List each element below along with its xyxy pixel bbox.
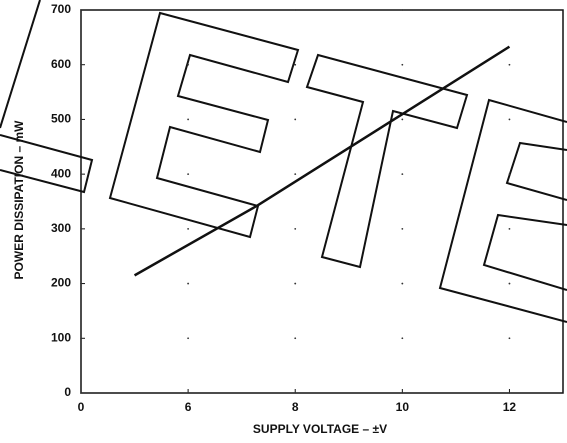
grid-dot: [187, 392, 189, 394]
grid-dot: [187, 337, 189, 339]
y-tick-label: 700: [51, 2, 71, 16]
watermark-letter: [110, 13, 298, 237]
grid-dot: [80, 64, 82, 66]
grid-dot: [80, 283, 82, 285]
grid-dot: [294, 228, 296, 230]
grid-dot: [187, 64, 189, 66]
chart: SUPPLY VOLTAGE – ±V POWER DISSIPATION – …: [0, 0, 567, 443]
x-tick-label: 0: [78, 400, 85, 414]
grid-dot: [401, 64, 403, 66]
y-tick-label: 200: [51, 276, 71, 290]
grid-dot: [294, 337, 296, 339]
x-axis-label: SUPPLY VOLTAGE – ±V: [253, 422, 387, 436]
watermark-letter: [440, 100, 567, 322]
grid-dot: [187, 173, 189, 175]
y-tick-label: 300: [51, 221, 71, 235]
grid-dot: [294, 9, 296, 11]
watermark-letter: [507, 143, 567, 200]
y-tick-label: 0: [64, 385, 71, 399]
y-tick-label: 100: [51, 330, 71, 344]
grid-dot: [187, 119, 189, 121]
grid-dot: [509, 228, 511, 230]
grid-dot: [80, 119, 82, 121]
grid-dot: [294, 283, 296, 285]
grid-dot: [401, 228, 403, 230]
grid-dot: [294, 392, 296, 394]
grid-dot: [80, 228, 82, 230]
y-tick-label: 600: [51, 57, 71, 71]
watermark-letter: [307, 55, 467, 267]
grid-dot: [80, 173, 82, 175]
watermark-letter: [484, 215, 567, 290]
grid-dot: [187, 9, 189, 11]
grid-dot: [294, 119, 296, 121]
plot-frame: [81, 10, 563, 393]
grid-dot: [401, 392, 403, 394]
x-tick-label: 10: [396, 400, 410, 414]
grid-dot: [401, 119, 403, 121]
grid-dot: [294, 64, 296, 66]
grid-dot: [187, 283, 189, 285]
grid-dot: [401, 337, 403, 339]
y-tick-label: 400: [51, 166, 71, 180]
grid-dot: [401, 283, 403, 285]
grid-dot: [80, 9, 82, 11]
watermark: [0, 0, 567, 322]
grid-dot: [80, 337, 82, 339]
grid-dot: [509, 119, 511, 121]
y-axis-label: POWER DISSIPATION – mW: [12, 120, 26, 280]
grid-dot: [80, 392, 82, 394]
grid-dot: [509, 337, 511, 339]
watermark-stroke: [0, 0, 40, 128]
x-tick-label: 12: [503, 400, 517, 414]
y-tick-label: 500: [51, 112, 71, 126]
x-tick-label: 8: [292, 400, 299, 414]
grid-dot: [401, 173, 403, 175]
x-tick-label: 6: [185, 400, 192, 414]
grid-dot: [187, 228, 189, 230]
grid-dot: [509, 173, 511, 175]
grid-dot: [509, 9, 511, 11]
grid-dot: [509, 283, 511, 285]
grid-dot: [294, 173, 296, 175]
grid-dot: [509, 64, 511, 66]
grid-dot: [401, 9, 403, 11]
grid-dot: [509, 392, 511, 394]
